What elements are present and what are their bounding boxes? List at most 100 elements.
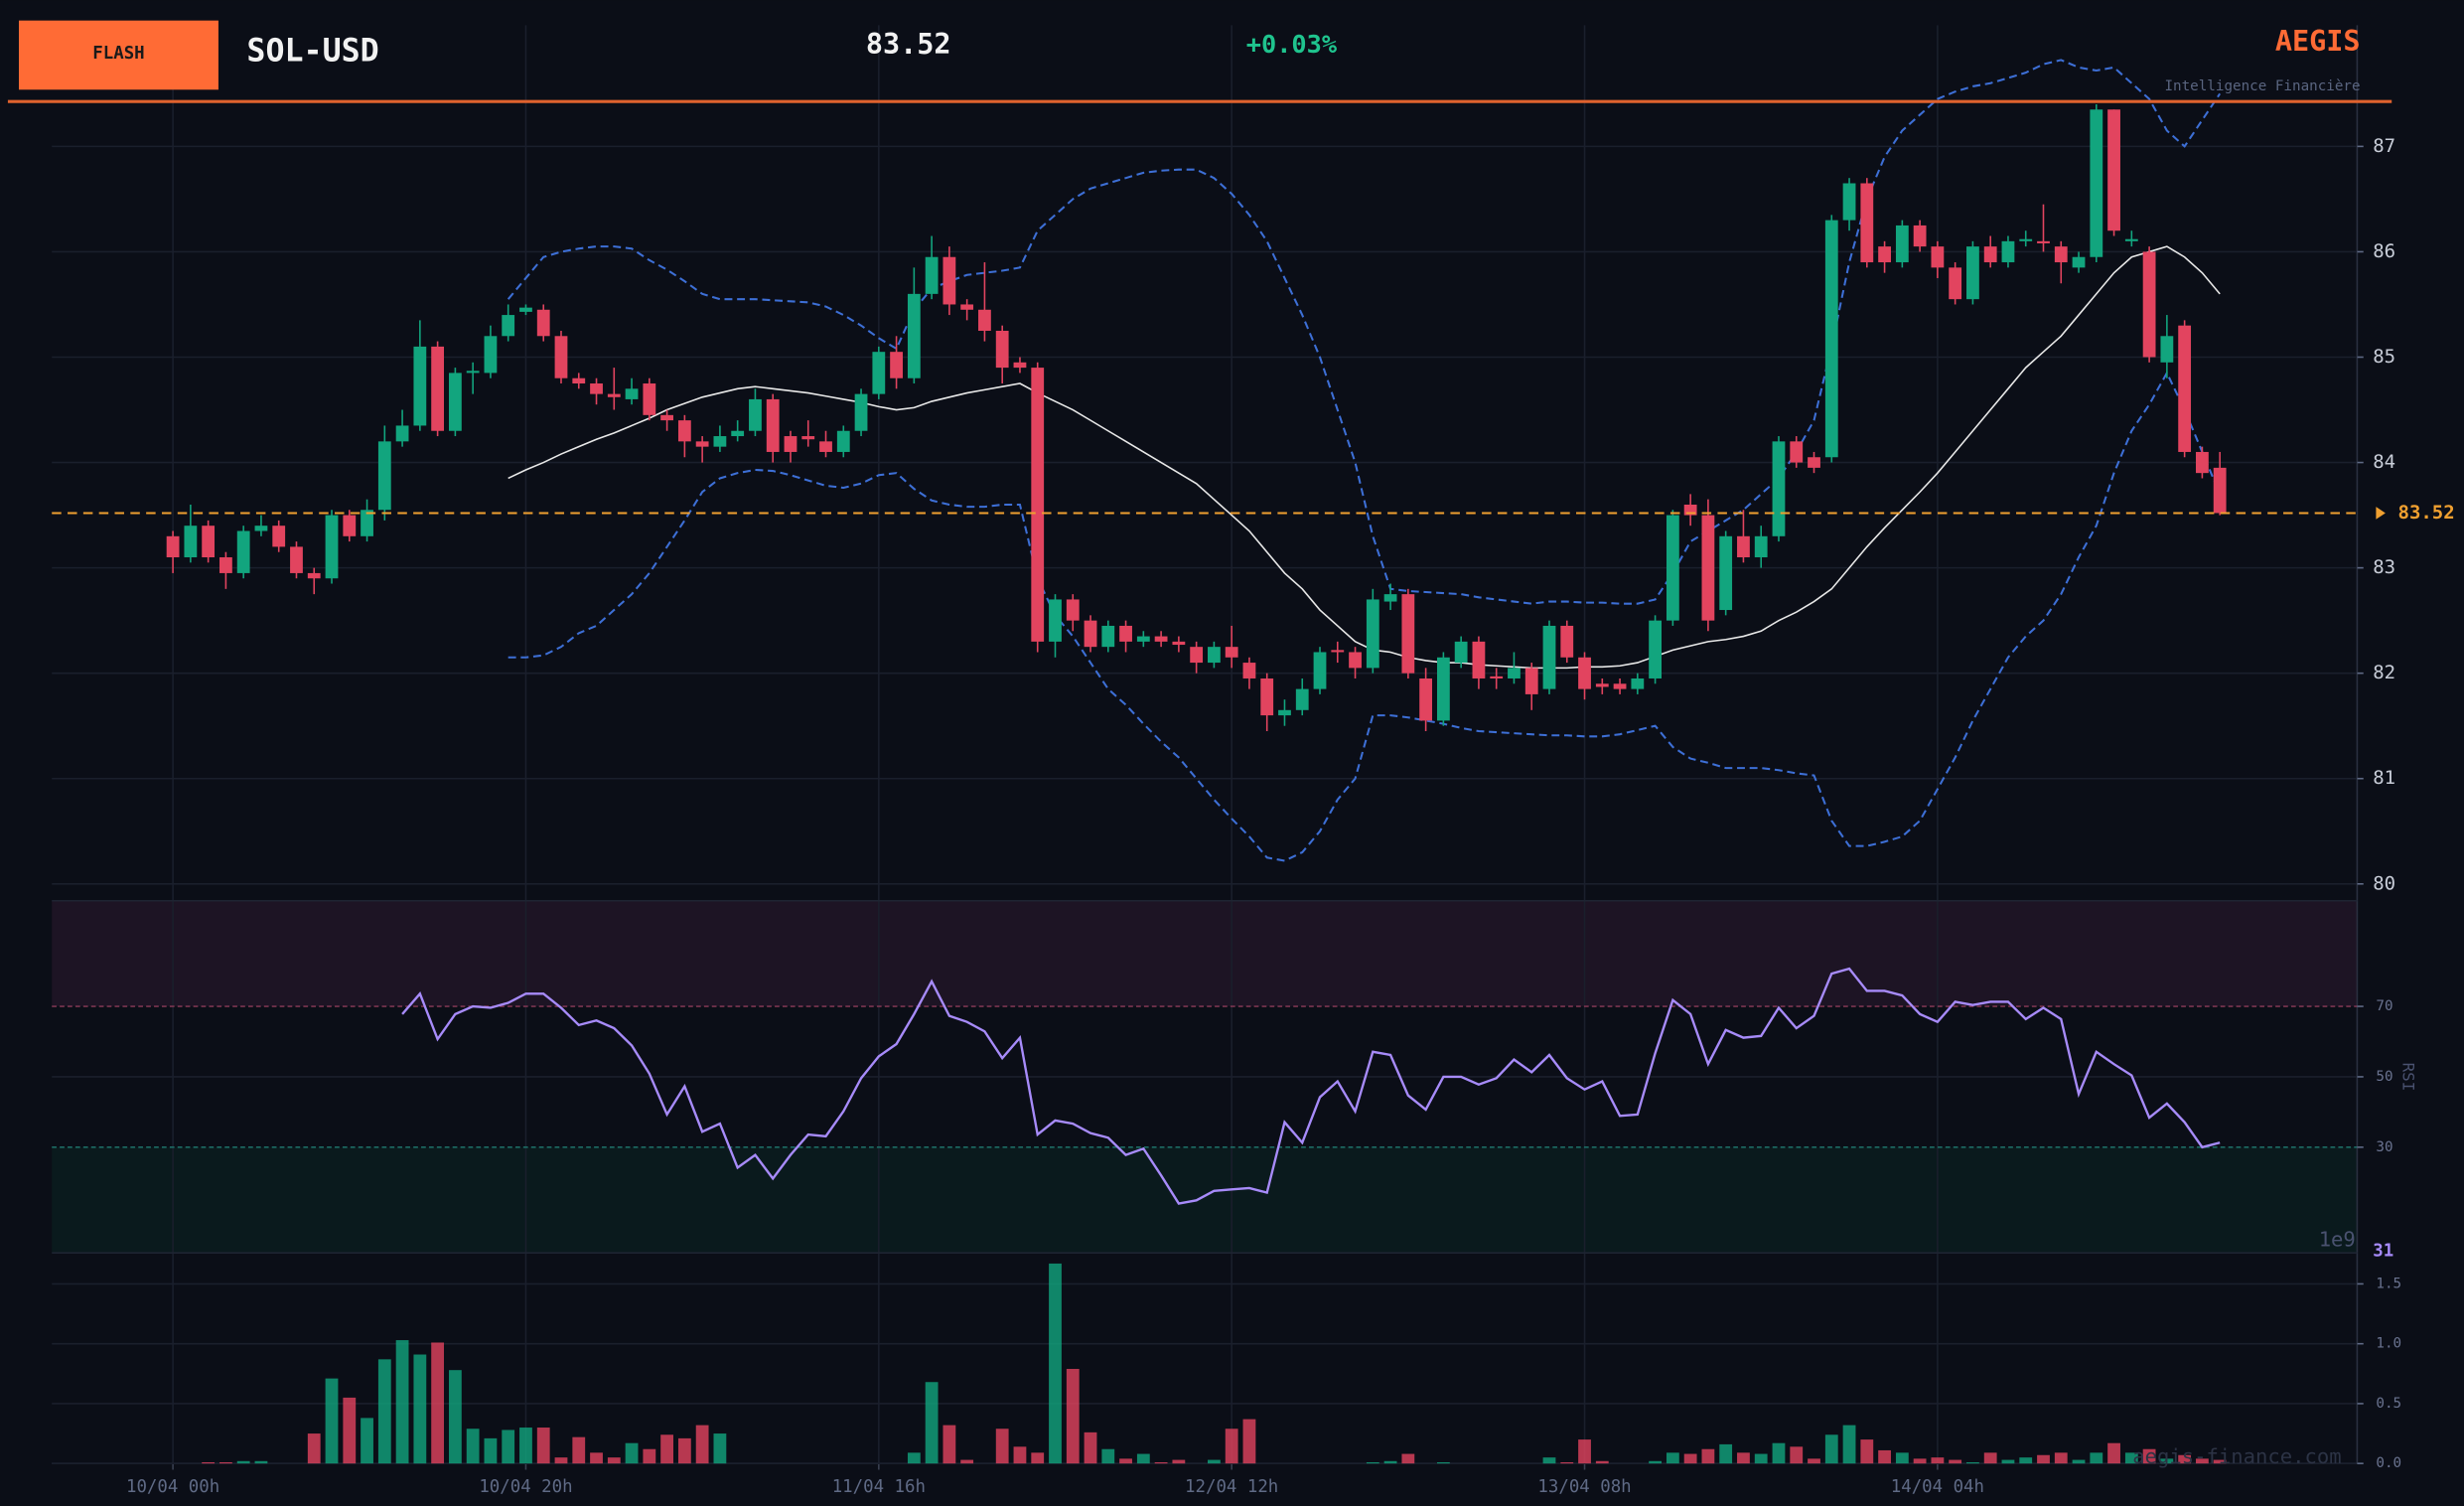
header: FLASH SOL-USD 83.52 +0.03% AEGIS Intelli… [7,20,2392,103]
y-tick-label: 87 [2373,135,2395,157]
volume-bar [2124,1452,2138,1464]
volume-bar [431,1342,445,1464]
candle-body [1949,267,1962,300]
candle-body [377,441,391,511]
volume-bar [1913,1458,1927,1464]
candle-body [801,436,815,440]
candle-body [1631,678,1645,689]
candle-body [1824,220,1838,458]
volume-bar [1172,1459,1186,1464]
volume-bar [1542,1457,1556,1464]
candle-body [2124,238,2138,241]
tagline: Intelligence Financière [2164,78,2360,94]
candle-body [431,346,445,431]
volume-bar [1949,1459,1962,1464]
brand: AEGIS [2275,25,2361,58]
y-tick-label: 80 [2373,872,2395,894]
volume-bar [413,1354,427,1464]
volume-bar [1595,1460,1609,1464]
volume-bar [643,1448,656,1464]
volume-bar [660,1434,673,1464]
candle-body [554,336,568,378]
candle-body [395,425,409,442]
rsi-tick-label: 50 [2376,1069,2392,1085]
candle-body [660,414,673,421]
volume-bar [1772,1442,1786,1464]
volume-bar [1719,1443,1733,1464]
candle-body [466,371,480,374]
candle-body [1842,183,1856,221]
candle-body [1278,709,1291,716]
volume-bar [536,1428,550,1464]
volume-bar [202,1461,216,1464]
volume-bar [1578,1439,1591,1464]
badge-label[interactable]: FLASH [92,44,144,64]
candle-body [836,430,850,452]
volume-bar [1066,1368,1080,1464]
candle-body [2090,109,2103,257]
candle-body [1208,647,1221,664]
candle-body [872,352,886,394]
volume-bar [1878,1449,1891,1464]
candle-body [236,530,250,573]
candle-body [536,309,550,337]
volume-bar [2178,1454,2192,1464]
badge[interactable] [18,20,218,90]
volume-bar [1860,1439,1874,1464]
volume-bar [2160,1458,2174,1464]
candle-body [1666,515,1679,621]
volume-bar [942,1425,956,1464]
candle-body [1190,647,1204,664]
y-tick-label: 85 [2373,346,2395,368]
volume-tick-label: 0.5 [2376,1396,2401,1412]
candle-body [1754,535,1768,558]
volume-bar [1084,1431,1097,1464]
candle-body [925,256,939,294]
candle-body [1101,625,1115,648]
volume-bar [2213,1459,2227,1464]
candle-body [643,383,656,415]
candle-body [2178,325,2192,452]
candle-body [1031,368,1045,642]
volume-bar [1401,1453,1415,1464]
candle-body [2196,451,2209,474]
x-tick-label: 10/04 20h [479,1477,572,1497]
candle-body [713,436,727,447]
candle-body [1578,657,1591,689]
candle-body [1172,641,1186,646]
volume-bar [1754,1453,1768,1464]
x-tick-label: 11/04 16h [832,1477,926,1497]
y-tick-label: 82 [2373,662,2395,683]
volume-bar [343,1397,357,1464]
candle-body [1790,441,1804,463]
volume-bar [502,1430,515,1464]
volume-bar [1560,1461,1574,1464]
candle-body [413,346,427,426]
rsi-current: 31 [2373,1242,2393,1262]
candle-body [2107,109,2120,231]
candle-body [325,515,339,579]
candle-body [202,526,216,558]
volume-bar [1895,1452,1909,1464]
candle-body [1613,683,1627,689]
moving-average [507,245,2221,670]
candle-body [484,336,498,374]
candle-body [1295,688,1309,710]
volume-bar [1842,1425,1856,1464]
candle-body [1808,457,1820,468]
candle-body [1542,625,1556,689]
candle-body [2037,240,2050,243]
candle-body [784,436,797,452]
volume-bar [1666,1452,1679,1464]
volume-bar [466,1429,480,1464]
candle-body [960,304,974,310]
last-price-label: 83.52 [2398,502,2455,524]
candle-body [677,420,691,442]
volume-bar [960,1459,974,1464]
candle-body [695,441,709,447]
volume-bar [1101,1448,1115,1464]
candle-body [1560,625,1574,658]
volume-bar [1136,1453,1150,1464]
candle-body [766,398,780,452]
